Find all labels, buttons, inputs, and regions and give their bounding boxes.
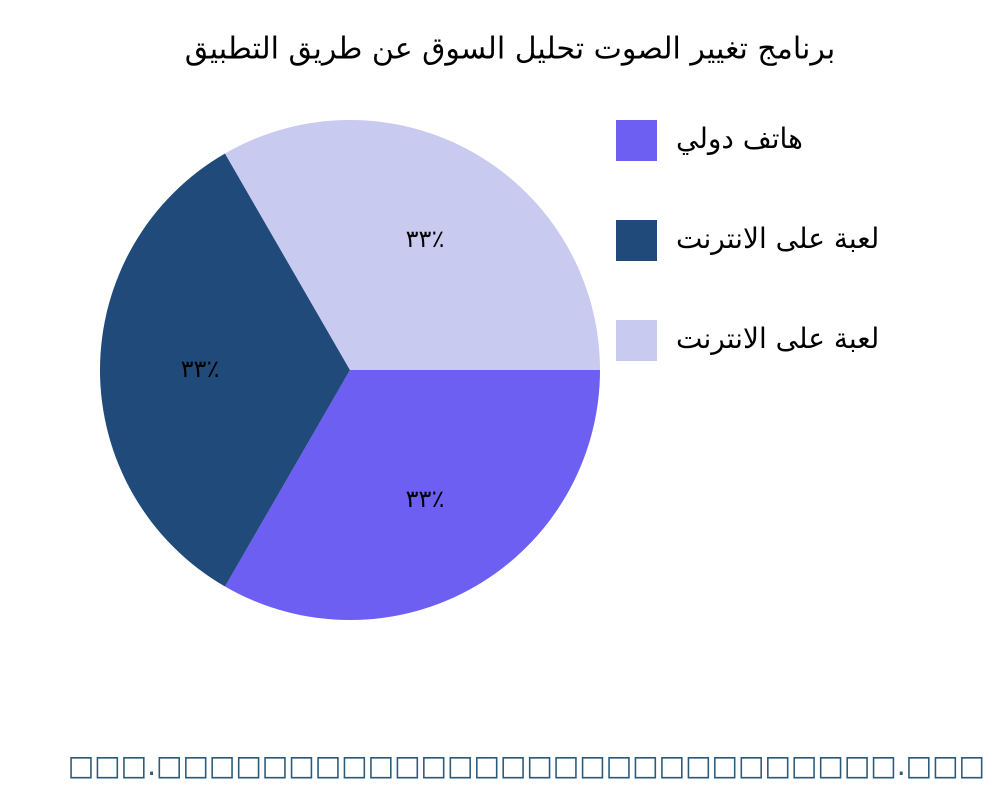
- slice-label: ٣٣٪: [181, 355, 220, 383]
- legend-swatch: [616, 220, 657, 261]
- slice-label: ٣٣٪: [406, 225, 445, 253]
- pie-slice: [225, 370, 600, 620]
- chart-title: برنامج تغيير الصوت تحليل السوق عن طريق ا…: [185, 32, 836, 67]
- legend-label: لعبة على الانترنت: [676, 222, 879, 255]
- legend-label: هاتف دولي: [676, 122, 803, 155]
- footer: □□□.□□□□□□□□□□□□□□□□□□□□□□□□□□□□.□□□: [68, 749, 985, 782]
- pie-slice: [225, 119, 600, 370]
- slice-label: ٣٣٪: [406, 485, 445, 513]
- legend-swatch: [616, 320, 657, 361]
- legend-swatch: [616, 120, 657, 161]
- legend-label: لعبة على الانترنت: [676, 322, 879, 355]
